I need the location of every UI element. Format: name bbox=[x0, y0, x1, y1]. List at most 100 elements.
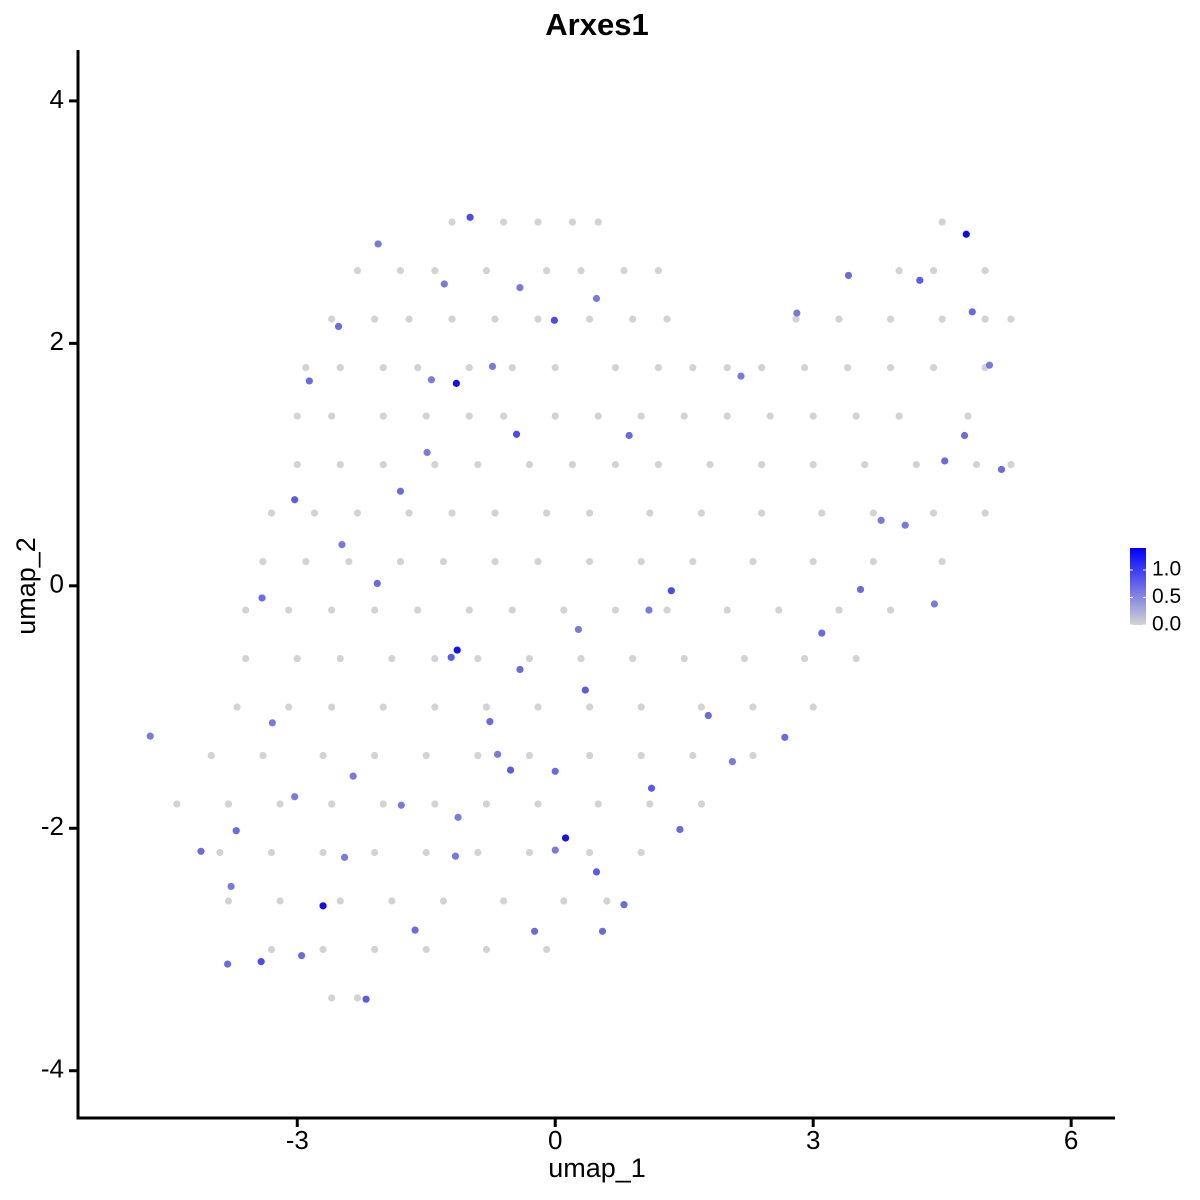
cell-point bbox=[534, 557, 542, 566]
cell-point bbox=[534, 800, 542, 808]
cell-point bbox=[336, 460, 344, 469]
y-tick-label: 4 bbox=[50, 84, 64, 114]
x-tick-label: 6 bbox=[1064, 1125, 1078, 1155]
cell-point bbox=[577, 654, 585, 663]
cell-point bbox=[667, 587, 675, 595]
cell-point bbox=[1007, 460, 1015, 469]
cell-point bbox=[886, 315, 895, 323]
cell-point bbox=[422, 848, 430, 857]
cell-point bbox=[654, 460, 663, 469]
cell-point bbox=[431, 703, 439, 711]
cell-point bbox=[451, 852, 460, 860]
cell-point bbox=[654, 364, 663, 372]
cell-point bbox=[809, 703, 817, 711]
cell-point bbox=[227, 882, 235, 891]
cell-point bbox=[285, 606, 293, 614]
cell-point bbox=[781, 733, 789, 741]
cell-point bbox=[689, 557, 697, 566]
cell-point bbox=[1007, 315, 1015, 323]
cell-point bbox=[886, 364, 895, 372]
x-axis-label: umap_1 bbox=[548, 1153, 646, 1183]
cell-point bbox=[663, 606, 671, 614]
cell-point bbox=[611, 460, 620, 469]
cell-point bbox=[328, 800, 336, 808]
cell-point bbox=[592, 294, 601, 303]
cell-point bbox=[439, 897, 448, 905]
cell-point bbox=[603, 897, 611, 905]
x-tick-label: 0 bbox=[548, 1125, 562, 1155]
chart-title: Arxes1 bbox=[545, 7, 648, 42]
cell-point bbox=[482, 267, 491, 275]
cell-point bbox=[319, 902, 327, 910]
cell-point bbox=[319, 848, 327, 857]
cell-point bbox=[938, 218, 946, 226]
cell-point bbox=[414, 606, 422, 614]
y-tick-label: 2 bbox=[50, 326, 64, 356]
cell-point bbox=[146, 732, 154, 740]
cell-point bbox=[568, 460, 577, 469]
cell-point bbox=[561, 834, 570, 842]
cell-point bbox=[224, 800, 233, 808]
cell-point bbox=[856, 585, 865, 594]
cell-point bbox=[371, 751, 379, 760]
cell-point bbox=[310, 509, 319, 517]
cell-point bbox=[388, 897, 396, 905]
cell-point bbox=[637, 412, 645, 420]
cell-point bbox=[689, 364, 697, 372]
cell-point bbox=[452, 379, 460, 387]
cell-point bbox=[560, 897, 568, 905]
cell-point bbox=[972, 460, 981, 469]
cell-point bbox=[586, 315, 594, 323]
cell-point bbox=[525, 848, 534, 857]
y-tick-label: -4 bbox=[41, 1054, 64, 1084]
cell-point bbox=[689, 751, 697, 760]
cell-point bbox=[861, 460, 869, 469]
cell-point bbox=[276, 800, 284, 808]
cell-point bbox=[516, 284, 524, 292]
cell-point bbox=[414, 364, 422, 372]
cell-point bbox=[465, 364, 473, 372]
cell-point bbox=[328, 412, 336, 420]
cell-point bbox=[293, 412, 301, 420]
cell-point bbox=[173, 800, 181, 808]
cell-point bbox=[379, 412, 387, 420]
colorbar-tick-label: 1.0 bbox=[1152, 558, 1181, 581]
cell-point bbox=[334, 322, 343, 330]
cell-point bbox=[818, 509, 826, 517]
cell-point bbox=[577, 267, 585, 275]
cell-point bbox=[242, 606, 250, 614]
cell-point bbox=[422, 412, 430, 420]
cell-point bbox=[818, 629, 826, 637]
cell-point bbox=[259, 751, 267, 760]
x-tick-label: 3 bbox=[806, 1125, 820, 1155]
cell-point bbox=[397, 801, 405, 809]
cell-point bbox=[551, 767, 559, 775]
cell-point bbox=[916, 276, 924, 284]
cell-point bbox=[345, 557, 353, 566]
cell-point bbox=[259, 557, 267, 566]
cell-point bbox=[592, 868, 601, 876]
y-tick-label: -2 bbox=[41, 811, 64, 841]
cell-point bbox=[371, 848, 379, 857]
cell-point bbox=[568, 218, 577, 226]
cell-point bbox=[506, 766, 515, 774]
cell-point bbox=[466, 213, 474, 221]
cell-point bbox=[543, 509, 551, 517]
cell-point bbox=[645, 606, 653, 614]
cell-point bbox=[757, 364, 766, 372]
cell-point bbox=[809, 557, 817, 566]
cell-point bbox=[328, 606, 336, 614]
cell-point bbox=[852, 654, 860, 663]
cell-point bbox=[574, 625, 583, 634]
cell-point bbox=[793, 309, 801, 317]
cell-point bbox=[297, 951, 306, 960]
cell-point bbox=[869, 557, 877, 566]
cell-point bbox=[474, 654, 482, 663]
x-tick-label: -3 bbox=[286, 1125, 309, 1155]
cell-point bbox=[525, 654, 534, 663]
cell-point bbox=[379, 703, 387, 711]
cell-point bbox=[491, 557, 499, 566]
cell-point bbox=[929, 364, 938, 372]
y-axis-label: umap_2 bbox=[11, 537, 41, 635]
cell-point bbox=[336, 364, 344, 372]
